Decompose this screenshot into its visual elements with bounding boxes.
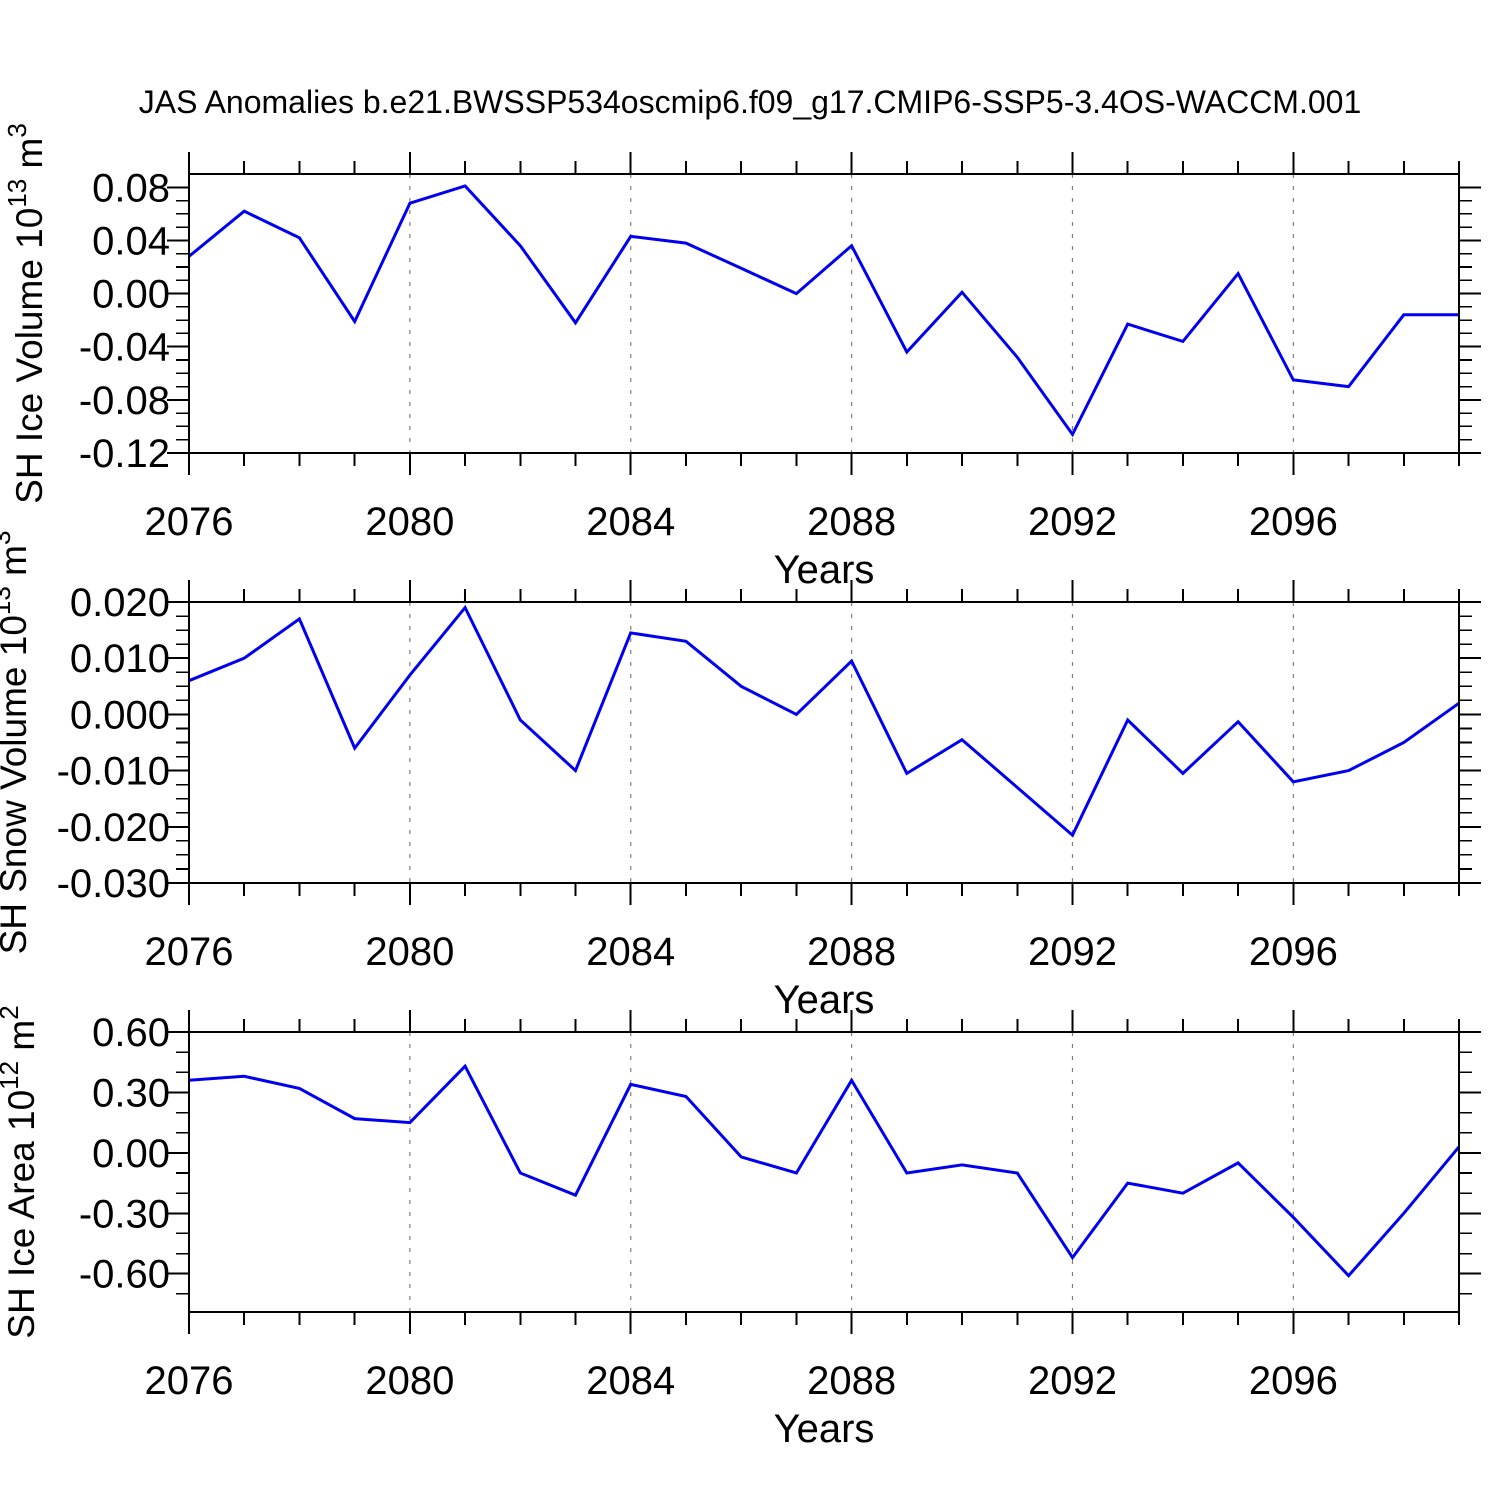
x-tick-label: 2076 bbox=[145, 930, 234, 974]
y-tick-label: -0.010 bbox=[57, 750, 170, 794]
x-tick-label: 2084 bbox=[586, 1359, 675, 1403]
y-tick-label: -0.030 bbox=[57, 862, 170, 906]
plot-box bbox=[188, 173, 1460, 454]
x-tick-label: 2096 bbox=[1249, 1359, 1338, 1403]
y-tick-label: -0.12 bbox=[79, 432, 170, 476]
y-tick-label: 0.60 bbox=[92, 1011, 170, 1055]
series-line bbox=[188, 1063, 1461, 1278]
y-tick-label: -0.60 bbox=[79, 1253, 170, 1297]
ticks bbox=[167, 580, 1481, 905]
x-tick-label: 2092 bbox=[1028, 930, 1117, 974]
x-tick-labels: 2076 2080 2084 2088 2092 2096 bbox=[145, 1359, 1338, 1403]
x-tick-label: 2080 bbox=[365, 1359, 454, 1403]
y-tick-label: 0.04 bbox=[92, 219, 170, 263]
y-tick-label: 0.010 bbox=[70, 637, 170, 681]
x-tick-label: 2080 bbox=[365, 930, 454, 974]
ticks bbox=[167, 152, 1481, 475]
y-tick-label: -0.08 bbox=[79, 379, 170, 423]
x-tick-label: 2080 bbox=[365, 500, 454, 544]
y-tick-label: -0.020 bbox=[57, 806, 170, 850]
x-tick-label: 2084 bbox=[586, 500, 675, 544]
x-tick-label: 2088 bbox=[807, 1359, 896, 1403]
x-tick-label: 2096 bbox=[1249, 930, 1338, 974]
plot-box bbox=[188, 601, 1460, 884]
gridlines bbox=[409, 1032, 1294, 1312]
gridlines bbox=[409, 174, 1294, 453]
y-tick-label: -0.30 bbox=[79, 1192, 170, 1236]
ticks bbox=[167, 1010, 1481, 1334]
y-tick-label: 0.000 bbox=[70, 693, 170, 737]
y-tick-label: 0.00 bbox=[92, 1132, 170, 1176]
plot-box bbox=[188, 1031, 1460, 1313]
y-tick-labels: 0.08 0.04 0.00 -0.04 -0.08 -0.12 bbox=[79, 166, 170, 476]
x-tick-label: 2092 bbox=[1028, 500, 1117, 544]
figure-title: JAS Anomalies b.e21.BWSSP534oscmip6.f09_… bbox=[138, 84, 1362, 120]
y-tick-labels: 0.020 0.010 0.000 -0.010 -0.020 -0.030 bbox=[57, 581, 170, 906]
x-axis-title: Years bbox=[774, 978, 875, 1022]
x-axis-title: Years bbox=[774, 548, 875, 592]
x-tick-label: 2076 bbox=[145, 1359, 234, 1403]
series-line bbox=[188, 184, 1459, 438]
y-tick-labels: 0.60 0.30 0.00 -0.30 -0.60 bbox=[79, 1011, 170, 1297]
x-tick-label: 2092 bbox=[1028, 1359, 1117, 1403]
y-tick-label: 0.30 bbox=[92, 1071, 170, 1115]
gridlines bbox=[409, 602, 1294, 883]
x-tick-label: 2088 bbox=[807, 930, 896, 974]
y-axis-title: SH Ice Volume 1013 m3 bbox=[2, 123, 50, 504]
x-tick-labels: 2076 2080 2084 2088 2092 2096 bbox=[145, 930, 1338, 974]
x-tick-labels: 2076 2080 2084 2088 2092 2096 bbox=[145, 500, 1338, 544]
y-axis-title: SH Ice Area 1012 m2 bbox=[0, 1005, 42, 1338]
x-axis-title: Years bbox=[774, 1407, 875, 1451]
x-tick-label: 2088 bbox=[807, 500, 896, 544]
y-axis-title: SH Snow Volume 1013 m3 bbox=[0, 531, 34, 955]
x-tick-label: 2084 bbox=[586, 930, 675, 974]
series-line bbox=[188, 604, 1460, 838]
y-tick-label: 0.00 bbox=[92, 273, 170, 317]
y-tick-label: 0.020 bbox=[70, 581, 170, 625]
x-tick-label: 2076 bbox=[145, 500, 234, 544]
panel-2: 0.020 0.010 0.000 -0.010 -0.020 -0.030 2076 208… bbox=[0, 531, 1481, 1022]
x-tick-label: 2096 bbox=[1249, 500, 1338, 544]
y-tick-label: 0.08 bbox=[92, 166, 170, 210]
y-tick-label: -0.04 bbox=[79, 326, 170, 370]
